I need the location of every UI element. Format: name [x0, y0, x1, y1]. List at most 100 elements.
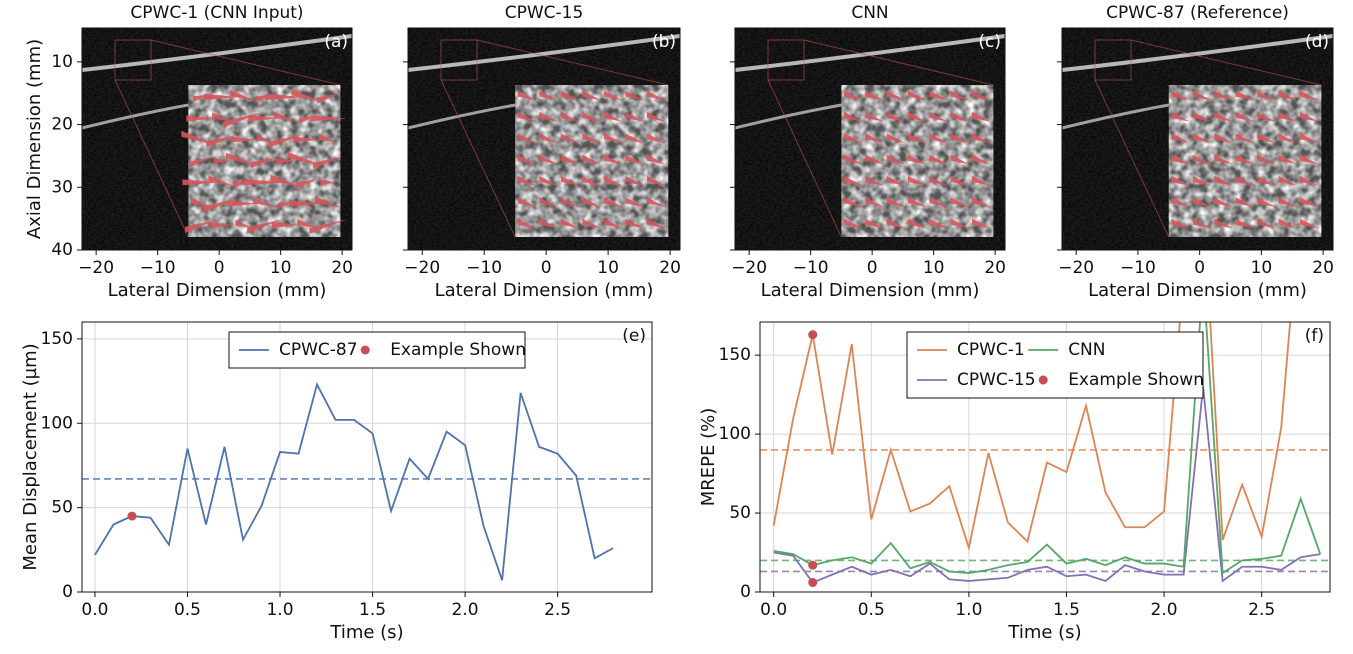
tissue-band	[407, 34, 681, 72]
y-tick-label: 30	[51, 177, 73, 197]
displacement-arrow	[1214, 197, 1234, 208]
displacement-arrow	[1214, 90, 1234, 101]
displacement-arrow	[1171, 218, 1191, 229]
displacement-arrow	[1257, 175, 1276, 186]
legend-marker	[1038, 375, 1048, 385]
displacement-arrow	[1171, 111, 1191, 122]
legend-box	[228, 331, 526, 369]
displacement-arrow	[865, 197, 885, 208]
displacement-arrow	[929, 218, 949, 229]
example-point	[808, 330, 818, 340]
zoom-connector	[767, 79, 842, 238]
y-tick-label: 100	[719, 424, 751, 444]
displacement-arrow	[560, 133, 580, 144]
y-tick-label: 10	[51, 52, 73, 72]
displacement-arrow	[275, 158, 296, 164]
displacement-arrow	[310, 115, 347, 122]
displacement-arrow	[1235, 197, 1255, 208]
displacement-arrow	[907, 175, 927, 186]
displacement-arrow	[1171, 154, 1191, 165]
x-tick-label: 1.0	[266, 600, 293, 620]
plot-area	[760, 322, 1330, 588]
displacement-arrow	[646, 111, 666, 122]
x-tick-label: 20	[1312, 258, 1334, 278]
series-line	[773, 322, 1322, 575]
displacement-arrow	[1299, 90, 1319, 101]
displacement-arrow	[256, 134, 273, 143]
y-tick-label: 100	[41, 413, 73, 433]
displacement-arrow	[625, 133, 645, 144]
displacement-arrow	[539, 197, 559, 208]
displacement-arrow	[1214, 111, 1234, 122]
displacement-arrow	[1171, 197, 1191, 208]
displacement-arrow	[1278, 175, 1298, 186]
displacement-arrow	[1299, 154, 1319, 165]
displacement-arrow	[843, 154, 863, 165]
displacement-arrow	[950, 154, 970, 165]
displacement-arrow	[212, 112, 232, 122]
displacement-arrow	[950, 133, 970, 144]
displacement-arrow	[539, 218, 559, 229]
displacement-arrow	[560, 197, 580, 208]
displacement-arrow	[971, 154, 991, 165]
x-tick-label: 1.5	[1053, 600, 1080, 620]
displacement-arrow	[603, 111, 623, 122]
displacement-arrow	[886, 175, 906, 186]
displacement-arrow	[1235, 154, 1255, 165]
displacement-arrow	[929, 154, 949, 165]
displacement-arrow	[886, 111, 906, 122]
panel-title: CPWC-87 (Reference)	[1106, 3, 1289, 23]
legend-label: Example Shown	[1068, 370, 1204, 390]
displacement-arrow	[270, 174, 302, 188]
x-tick-label: −10	[140, 258, 176, 278]
displacement-arrow	[315, 196, 342, 208]
displacement-arrow	[539, 175, 559, 186]
displacement-arrow	[929, 133, 949, 144]
displacement-arrow	[539, 154, 559, 165]
displacement-arrow	[208, 175, 236, 187]
x-tick-label: 0.5	[174, 600, 201, 620]
displacement-arrow	[209, 222, 234, 228]
series-line	[773, 386, 1321, 584]
x-tick-label: 2.0	[1151, 600, 1178, 620]
displacement-arrow	[1214, 175, 1234, 186]
displacement-arrow	[929, 175, 949, 186]
displacement-arrow	[971, 218, 991, 229]
displacement-arrow	[297, 219, 317, 228]
displacement-arrow	[1235, 218, 1255, 229]
x-tick-label: 0.5	[858, 600, 885, 620]
x-axis-label: Lateral Dimension (mm)	[761, 280, 980, 301]
displacement-arrow	[1278, 197, 1298, 208]
x-tick-label: −20	[78, 258, 114, 278]
legend-box	[906, 331, 1204, 399]
displacement-arrow	[560, 90, 580, 101]
displacement-arrow	[206, 134, 238, 148]
panel-label: (c)	[978, 32, 1001, 52]
panel-title: CPWC-15	[505, 3, 584, 23]
displacement-arrow	[1278, 218, 1298, 229]
displacement-arrow	[603, 90, 623, 101]
displacement-arrow	[213, 158, 230, 164]
displacement-arrow	[517, 111, 537, 122]
y-axis-label: Axial Dimension (mm)	[24, 39, 45, 239]
displacement-arrow	[293, 136, 322, 143]
displacement-arrow	[203, 94, 240, 100]
displacement-arrow	[1235, 133, 1255, 144]
x-tick-label: 0	[1194, 258, 1205, 278]
zoom-connector	[440, 79, 516, 238]
displacement-arrow	[843, 133, 863, 144]
panel-label: (e)	[622, 326, 646, 346]
legend-label: CPWC-1	[957, 340, 1025, 360]
plot-frame	[81, 27, 353, 251]
displacement-arrow	[646, 197, 666, 208]
displacement-arrow	[865, 154, 885, 165]
zoom-connector	[476, 39, 669, 86]
displacement-arrow	[603, 154, 623, 165]
displacement-arrow	[865, 133, 885, 144]
series-line	[772, 322, 1292, 552]
displacement-arrow	[1299, 111, 1319, 122]
displacement-arrow	[517, 133, 537, 144]
displacement-arrow	[1235, 111, 1255, 122]
displacement-arrow	[1192, 111, 1212, 122]
x-axis-label: Time (s)	[329, 622, 403, 643]
